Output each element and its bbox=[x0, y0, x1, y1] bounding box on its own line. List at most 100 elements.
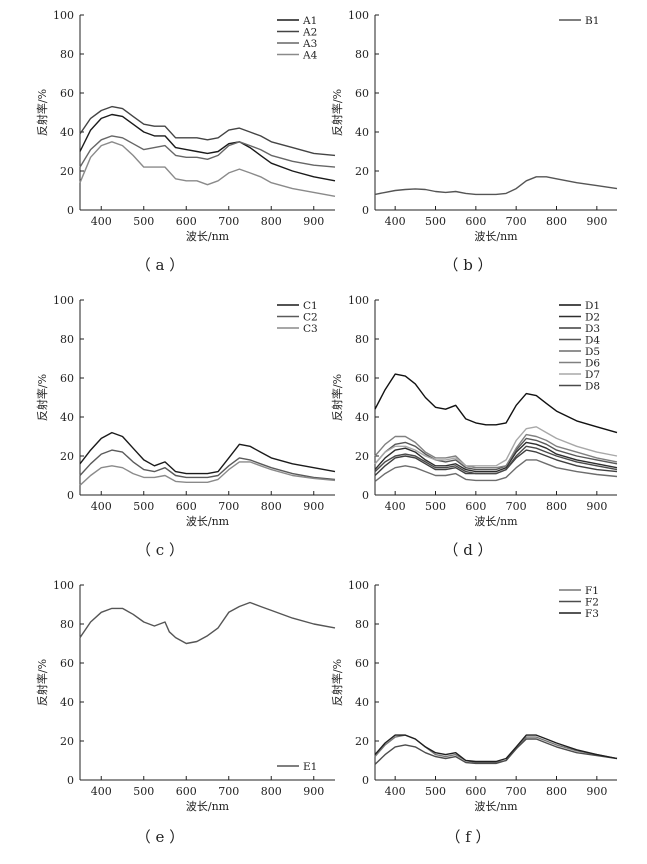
panel-f-y-tick-label: 20 bbox=[355, 735, 369, 748]
panel-b-y-tick-label: 60 bbox=[355, 87, 369, 100]
panel-f-x-tick-label: 500 bbox=[425, 785, 446, 798]
panel-f-series-F1 bbox=[374, 734, 618, 764]
panel-a-y-tick-label: 0 bbox=[67, 204, 74, 217]
panel-c: 0 20 40 60 80 100 400 500 600 700 800 900 波长/nm 反射率/%… bbox=[35, 294, 336, 559]
panel-d-legend-label-D3: D3 bbox=[585, 323, 600, 335]
panel-d-x-axis-label: 波长/nm bbox=[474, 515, 518, 528]
panel-e-legend-label-E1: E1 bbox=[303, 761, 317, 773]
panel-d-series-D5 bbox=[374, 459, 618, 482]
panel-e-x-tick-label: 800 bbox=[261, 785, 282, 798]
panel-c-x-axis-label: 波长/nm bbox=[186, 515, 230, 528]
panel-c-y-tick-label: 60 bbox=[60, 372, 74, 385]
panel-f-x-tick-label: 400 bbox=[385, 785, 406, 798]
panel-f: 0 20 40 60 80 100 400 500 600 700 800 900 波长/nm 反射率/%… bbox=[330, 579, 618, 846]
panel-a-y-axis-label: 反射率/% bbox=[35, 89, 49, 136]
panel-a-x-tick-label: 400 bbox=[91, 215, 112, 228]
panel-e-y-tick-label: 60 bbox=[60, 657, 74, 670]
panel-a-series-A1 bbox=[79, 113, 336, 182]
panel-d-y-tick-label: 0 bbox=[362, 489, 369, 502]
panel-d-x-tick-label: 900 bbox=[586, 500, 607, 513]
panel-d-legend-label-D4: D4 bbox=[585, 335, 600, 347]
panel-e-x-tick-label: 700 bbox=[218, 785, 239, 798]
panel-e-y-tick-label: 80 bbox=[60, 618, 74, 631]
panel-c-x-tick-label: 600 bbox=[176, 500, 197, 513]
panel-f-caption: （ f ） bbox=[445, 828, 490, 846]
panel-f-y-tick-label: 40 bbox=[355, 696, 369, 709]
panel-c-x-tick-label: 500 bbox=[133, 500, 154, 513]
panel-a-series-A4 bbox=[79, 141, 336, 197]
panel-c-y-tick-label: 20 bbox=[60, 450, 74, 463]
panel-b-y-axis-label: 反射率/% bbox=[330, 89, 344, 136]
panel-c-x-tick-label: 900 bbox=[303, 500, 324, 513]
panel-c-y-tick-label: 40 bbox=[60, 411, 74, 424]
panel-f-x-tick-label: 700 bbox=[506, 785, 527, 798]
panel-d-y-tick-label: 40 bbox=[355, 411, 369, 424]
panel-d: 0 20 40 60 80 100 400 500 600 700 800 900 波长/nm 反射率/%… bbox=[330, 294, 618, 559]
panel-c-legend-label-C2: C2 bbox=[303, 312, 318, 324]
panel-f-y-tick-label: 100 bbox=[348, 579, 369, 592]
panel-d-x-tick-label: 700 bbox=[506, 500, 527, 513]
panel-f-series-F3 bbox=[374, 734, 618, 763]
panel-a-y-tick-label: 100 bbox=[53, 9, 74, 22]
panel-b-legend-label-B1: B1 bbox=[585, 15, 599, 27]
panel-c-x-tick-label: 800 bbox=[261, 500, 282, 513]
panel-f-y-axis-label: 反射率/% bbox=[330, 659, 344, 706]
panel-d-y-tick-label: 60 bbox=[355, 372, 369, 385]
panel-b-series-B1 bbox=[374, 176, 618, 196]
panel-c-series-C2 bbox=[79, 449, 336, 481]
panel-f-legend-label-F1: F1 bbox=[585, 585, 599, 597]
panel-d-legend-label-D5: D5 bbox=[585, 346, 600, 358]
panel-d-legend-label-D6: D6 bbox=[585, 358, 600, 370]
panel-c-y-axis-label: 反射率/% bbox=[35, 374, 49, 421]
panel-a-legend-label-A4: A4 bbox=[302, 50, 318, 62]
panel-e-x-tick-label: 600 bbox=[176, 785, 197, 798]
panel-f-series-F2 bbox=[374, 738, 618, 765]
panel-d-series-D7 bbox=[374, 426, 618, 467]
panel-d-x-tick-label: 600 bbox=[465, 500, 486, 513]
panel-d-legend-label-D7: D7 bbox=[585, 369, 600, 381]
panel-c-y-tick-label: 100 bbox=[53, 294, 74, 307]
panel-a-x-axis-label: 波长/nm bbox=[186, 230, 230, 243]
panel-d-legend-label-D2: D2 bbox=[585, 312, 600, 324]
panel-b-y-tick-label: 40 bbox=[355, 126, 369, 139]
panel-e-series-E1 bbox=[79, 601, 336, 645]
panel-b-x-tick-label: 900 bbox=[586, 215, 607, 228]
panel-d-y-tick-label: 80 bbox=[355, 333, 369, 346]
panel-a-series-A3 bbox=[79, 135, 336, 168]
panel-b-x-axis-label: 波长/nm bbox=[474, 230, 518, 243]
panel-a-legend-label-A1: A1 bbox=[302, 15, 317, 27]
panel-e-y-tick-label: 0 bbox=[67, 774, 74, 787]
panel-a-y-tick-label: 40 bbox=[60, 126, 74, 139]
panel-e: 0 20 40 60 80 100 400 500 600 700 800 900 波长/nm 反射率/%… bbox=[35, 579, 336, 846]
panel-f-y-tick-label: 0 bbox=[362, 774, 369, 787]
panel-e-x-tick-label: 900 bbox=[303, 785, 324, 798]
panel-b-caption: （ b ） bbox=[443, 256, 492, 274]
panel-f-legend-label-F3: F3 bbox=[585, 608, 599, 620]
panel-a-legend-label-A3: A3 bbox=[302, 38, 317, 50]
panel-e-y-tick-label: 20 bbox=[60, 735, 74, 748]
panel-c-series-C3 bbox=[79, 461, 336, 486]
panel-a-x-tick-label: 600 bbox=[176, 215, 197, 228]
panel-b-y-tick-label: 100 bbox=[348, 9, 369, 22]
panel-f-y-tick-label: 80 bbox=[355, 618, 369, 631]
panel-d-y-axis-label: 反射率/% bbox=[330, 374, 344, 421]
panel-f-legend-label-F2: F2 bbox=[585, 597, 599, 609]
panel-c-legend-label-C3: C3 bbox=[303, 323, 318, 335]
panel-b-x-tick-label: 800 bbox=[546, 215, 567, 228]
panel-a: 0 20 40 60 80 100 400 500 600 700 800 900 波长/nm 反射率/%… bbox=[35, 9, 336, 274]
panel-b-x-tick-label: 600 bbox=[465, 215, 486, 228]
panel-d-series-D1 bbox=[374, 373, 618, 434]
panel-b-x-tick-label: 700 bbox=[506, 215, 527, 228]
panel-e-x-tick-label: 500 bbox=[133, 785, 154, 798]
panel-c-series-C1 bbox=[79, 431, 336, 475]
panel-d-series-D6 bbox=[374, 433, 618, 469]
panel-b-y-tick-label: 20 bbox=[355, 165, 369, 178]
panel-a-x-tick-label: 800 bbox=[261, 215, 282, 228]
panel-d-caption: （ d ） bbox=[443, 541, 492, 559]
panel-d-x-tick-label: 400 bbox=[385, 500, 406, 513]
panel-a-series-A2 bbox=[79, 105, 336, 157]
panel-d-legend-label-D1: D1 bbox=[585, 300, 600, 312]
panel-a-legend-label-A2: A2 bbox=[302, 27, 317, 39]
